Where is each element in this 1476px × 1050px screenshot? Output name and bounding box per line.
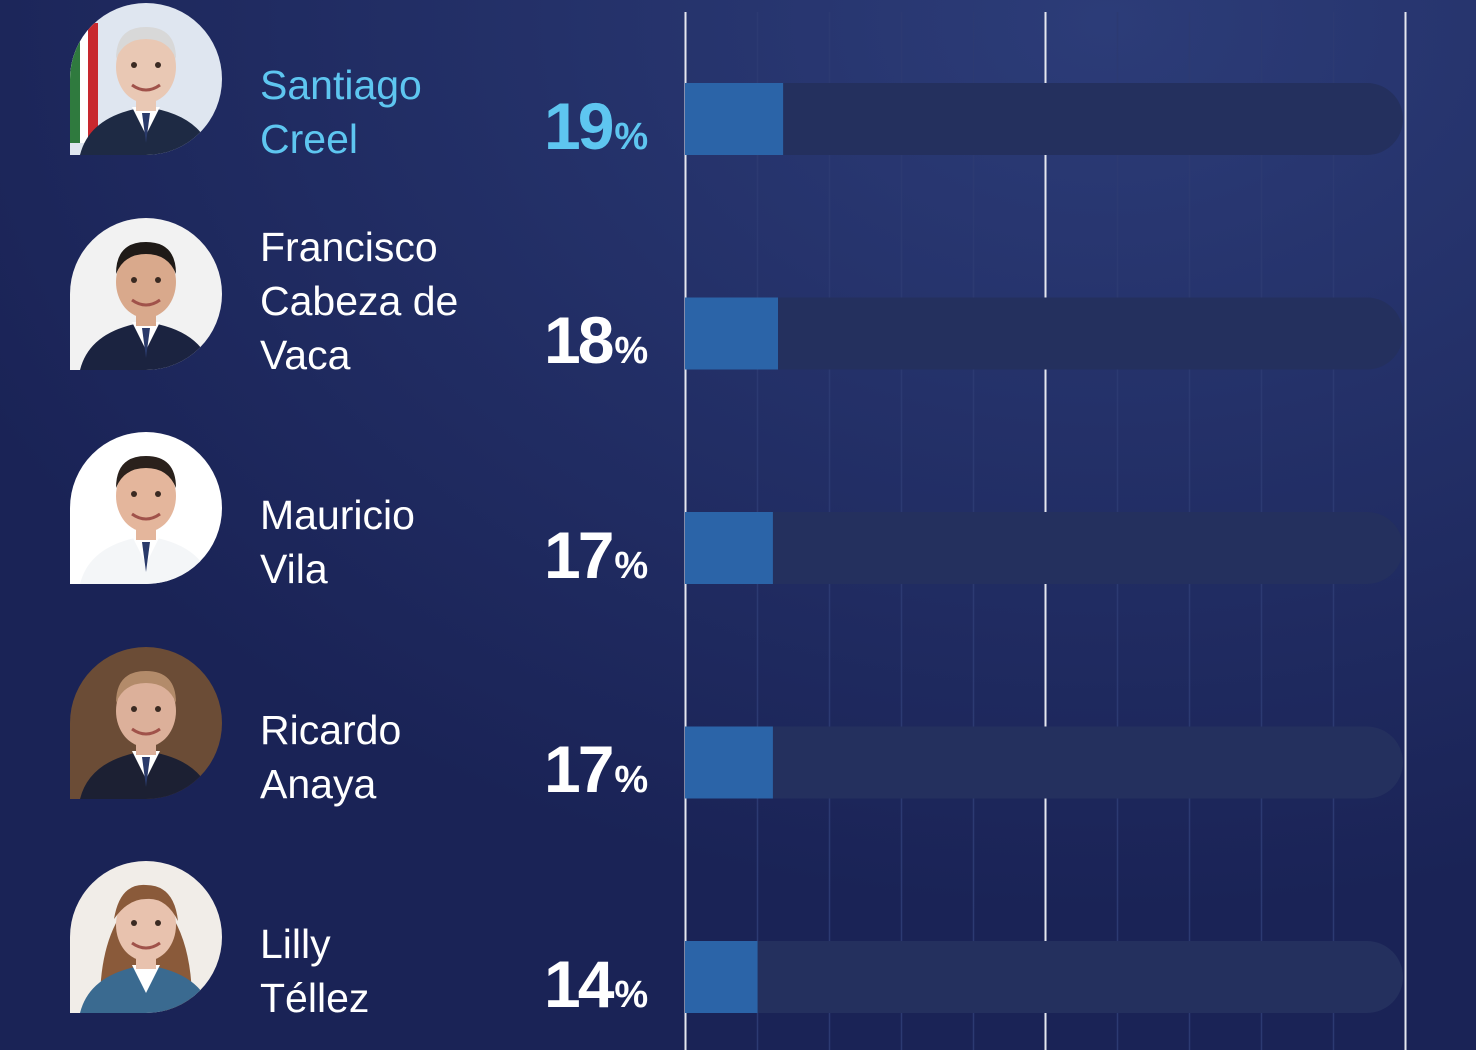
candidate-row: Francisco Cabeza de Vaca 18% [0,0,1476,378]
candidate-name-line: Creel [260,116,358,162]
percent-sign: % [614,974,649,1016]
candidate-row: Ricardo Anaya 17% [0,0,1476,807]
candidate-row: Santiago Creel 19% [0,0,1476,200]
candidate-photo-icon [70,217,222,370]
candidate-row: Mauricio Vila 17% [0,0,1476,592]
bar [685,297,779,370]
percentage-value: 18 [544,303,614,377]
candidate-photo-icon [70,432,222,584]
candidate-name: Lilly Téllez [260,917,520,1025]
percent-sign: % [614,759,649,801]
candidate-name-line: Anaya [260,761,377,807]
candidate-photo-drawing [80,456,212,584]
percentage-value: 17 [544,732,614,806]
percentage-label: 18% [544,302,674,378]
bar [685,83,784,155]
candidate-name-line: Téllez [260,975,370,1021]
bar [685,512,773,584]
candidate-name-line: Vila [260,546,328,592]
percentage-label: 19% [544,88,674,164]
candidate-photo-icon [70,861,222,1013]
candidate-name-line: Santiago [260,62,422,108]
candidate-row: Lilly Téllez 14% [0,0,1476,1021]
candidate-photo-icon [70,3,222,155]
candidate-name: Mauricio Vila [260,488,520,596]
candidate-photo-drawing [80,670,212,799]
percent-sign: % [614,116,649,158]
bar-track [685,941,1403,1013]
bar-track [685,512,1403,584]
candidate-photo-icon [70,646,222,799]
candidate-photo-drawing [80,241,212,370]
candidate-name-line: Ricardo [260,707,402,753]
percentage-value: 17 [544,518,614,592]
bar-track [685,726,1403,799]
candidate-name: Santiago Creel [260,58,520,166]
candidate-name-line: Vaca [260,332,351,378]
candidate-name-line: Francisco [260,224,438,270]
candidate-name: Francisco Cabeza de Vaca [260,220,520,382]
candidate-photo-drawing [70,23,212,155]
percentage-label: 17% [544,517,674,593]
candidate-name-line: Lilly [260,921,331,967]
bar [685,726,773,799]
bar-track [685,297,1403,370]
candidate-name-line: Cabeza de [260,278,459,324]
percentage-label: 17% [544,731,674,807]
candidate-name-line: Mauricio [260,492,415,538]
bar-track [685,83,1403,155]
candidate-photo-drawing [80,884,212,1013]
percent-sign: % [614,545,649,587]
percentage-label: 14% [544,946,674,1022]
percentage-value: 19 [544,89,614,163]
percentage-value: 14 [544,947,614,1021]
bar [685,941,758,1013]
candidate-name: Ricardo Anaya [260,703,520,811]
percent-sign: % [614,330,649,372]
